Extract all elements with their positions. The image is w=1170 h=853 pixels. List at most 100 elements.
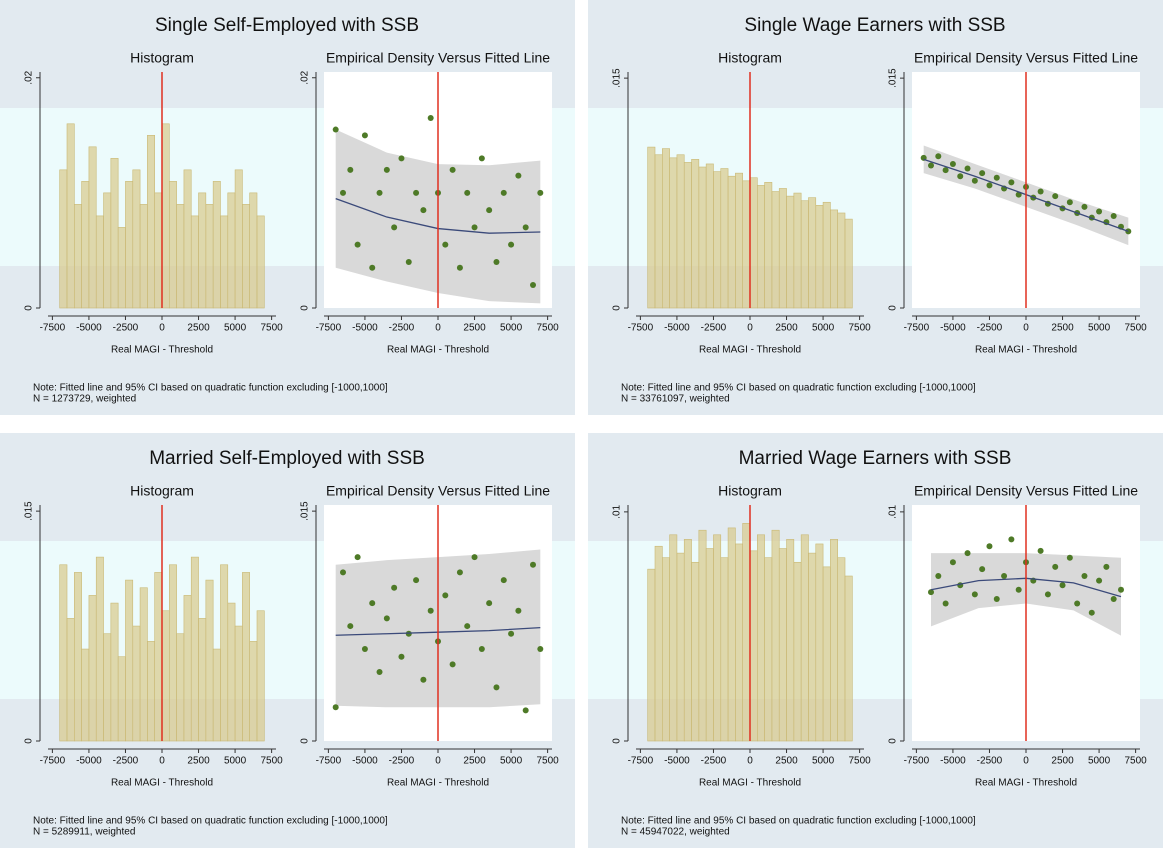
subplot-title: Empirical Density Versus Fitted Line xyxy=(326,483,550,499)
x-tick-label: -2500 xyxy=(113,756,139,767)
scatter-point xyxy=(383,166,390,173)
scatter-point xyxy=(530,561,536,568)
scatter-point xyxy=(1118,586,1124,593)
x-tick-label: 7500 xyxy=(1124,756,1147,767)
scatter-point xyxy=(537,189,544,196)
histogram-bar xyxy=(212,648,221,742)
y-tick-label: .01 xyxy=(888,504,899,518)
panel: Married Self-Employed with SSB Note: Fitt… xyxy=(0,433,575,848)
sample-size: N = 33761097, weighted xyxy=(621,394,730,405)
subplot: Histogram 0 .02 -7500 -5000 -2500 0 2500 5000 750… xyxy=(24,50,284,356)
subplot-title: Histogram xyxy=(130,50,194,66)
histogram-bar xyxy=(705,163,714,309)
scatter-point xyxy=(957,173,964,180)
histogram-bar xyxy=(190,556,199,742)
histogram-bar xyxy=(74,204,82,309)
scatter-point xyxy=(427,607,434,614)
scatter-point xyxy=(369,600,376,607)
panel-title: Single Wage Earners with SSB xyxy=(744,15,1005,36)
histogram-bar xyxy=(161,610,170,742)
x-tick-label: -7500 xyxy=(904,323,930,334)
scatter-point xyxy=(456,569,463,576)
scatter-point xyxy=(391,584,398,591)
histogram-bar xyxy=(249,192,258,309)
note: Note: Fitted line and 95% CI based on qu… xyxy=(621,816,976,827)
scatter-point xyxy=(427,115,434,122)
x-tick-label: -5000 xyxy=(352,756,378,767)
note: Note: Fitted line and 95% CI based on qu… xyxy=(33,816,388,827)
histogram-bar xyxy=(154,192,163,309)
histogram-bar xyxy=(88,146,97,309)
scatter-point xyxy=(354,241,361,248)
subplot-title: Histogram xyxy=(130,483,194,499)
scatter-point xyxy=(1074,600,1081,607)
scatter-point xyxy=(471,224,478,231)
histogram-bar xyxy=(234,625,243,742)
scatter-point xyxy=(347,166,354,173)
histogram-bar xyxy=(88,595,97,742)
x-tick-label: -5000 xyxy=(664,323,690,334)
x-tick-label: 5000 xyxy=(812,323,835,334)
scatter-point xyxy=(979,566,986,573)
scatter-point xyxy=(449,661,456,668)
histogram-bar xyxy=(742,523,751,742)
scatter-point xyxy=(1066,554,1073,561)
x-tick-label: 5000 xyxy=(224,323,247,334)
scatter-point xyxy=(486,600,493,607)
scatter-point xyxy=(478,155,485,162)
x-tick-label: 0 xyxy=(1023,323,1029,334)
histogram-bar xyxy=(110,602,119,742)
y-tick-label: 0 xyxy=(888,305,899,311)
histogram-bar xyxy=(125,579,134,742)
x-tick-label: -7500 xyxy=(628,323,654,334)
histogram-bar xyxy=(647,146,656,309)
x-tick-label: -2500 xyxy=(701,756,727,767)
x-tick-label: 0 xyxy=(159,323,165,334)
histogram-bar xyxy=(720,168,729,309)
y-tick-label: 0 xyxy=(300,738,311,744)
subplot: Empirical Density Versus Fitted Line 0 .01… xyxy=(300,483,560,789)
y-tick-label: 0 xyxy=(612,305,623,311)
x-tick-label: -5000 xyxy=(940,756,966,767)
histogram-bar xyxy=(800,200,809,309)
note: Note: Fitted line and 95% CI based on qu… xyxy=(621,383,976,394)
subplot-title: Empirical Density Versus Fitted Line xyxy=(326,50,550,66)
histogram-bar xyxy=(81,181,90,309)
histogram-bar xyxy=(822,566,831,742)
scatter-point xyxy=(935,573,942,580)
scatter-point xyxy=(354,554,361,561)
histogram-bar xyxy=(735,172,743,309)
x-tick-label: 2500 xyxy=(187,323,210,334)
histogram-bar xyxy=(844,218,853,309)
y-tick-label: .015 xyxy=(612,68,623,88)
histogram-bar xyxy=(691,159,700,309)
histogram-bar xyxy=(786,195,795,309)
histogram-bar xyxy=(212,181,221,309)
subplot: Empirical Density Versus Fitted Line 0 .02… xyxy=(300,50,560,356)
x-tick-label: 2500 xyxy=(463,756,486,767)
scatter-point xyxy=(456,264,463,271)
histogram-bar xyxy=(837,557,846,742)
histogram-bar xyxy=(662,557,670,742)
scatter-point xyxy=(369,264,376,271)
sample-size: N = 1273729, weighted xyxy=(33,394,136,405)
scatter-point xyxy=(1037,188,1044,195)
x-axis-label: Real MAGI - Threshold xyxy=(111,345,213,356)
scatter-point xyxy=(361,646,368,653)
subplot: Histogram 0 .01 -7500 -5000 -2500 0 2500 5000 750… xyxy=(612,483,872,789)
x-tick-label: -7500 xyxy=(40,323,66,334)
x-tick-label: -5000 xyxy=(76,756,102,767)
histogram-bar xyxy=(103,633,112,742)
scatter-point xyxy=(993,174,1000,181)
x-tick-label: 5000 xyxy=(1088,756,1111,767)
y-tick-label: .015 xyxy=(888,68,899,88)
histogram-bar xyxy=(793,192,802,309)
scatter-point xyxy=(1037,547,1044,554)
histogram-bar xyxy=(778,548,787,742)
histogram-bar xyxy=(242,204,250,309)
note: Note: Fitted line and 95% CI based on qu… xyxy=(33,383,388,394)
histogram-bar xyxy=(683,162,692,309)
histogram-bar xyxy=(161,123,170,309)
histogram-bar xyxy=(771,529,780,742)
x-tick-label: -7500 xyxy=(316,756,342,767)
